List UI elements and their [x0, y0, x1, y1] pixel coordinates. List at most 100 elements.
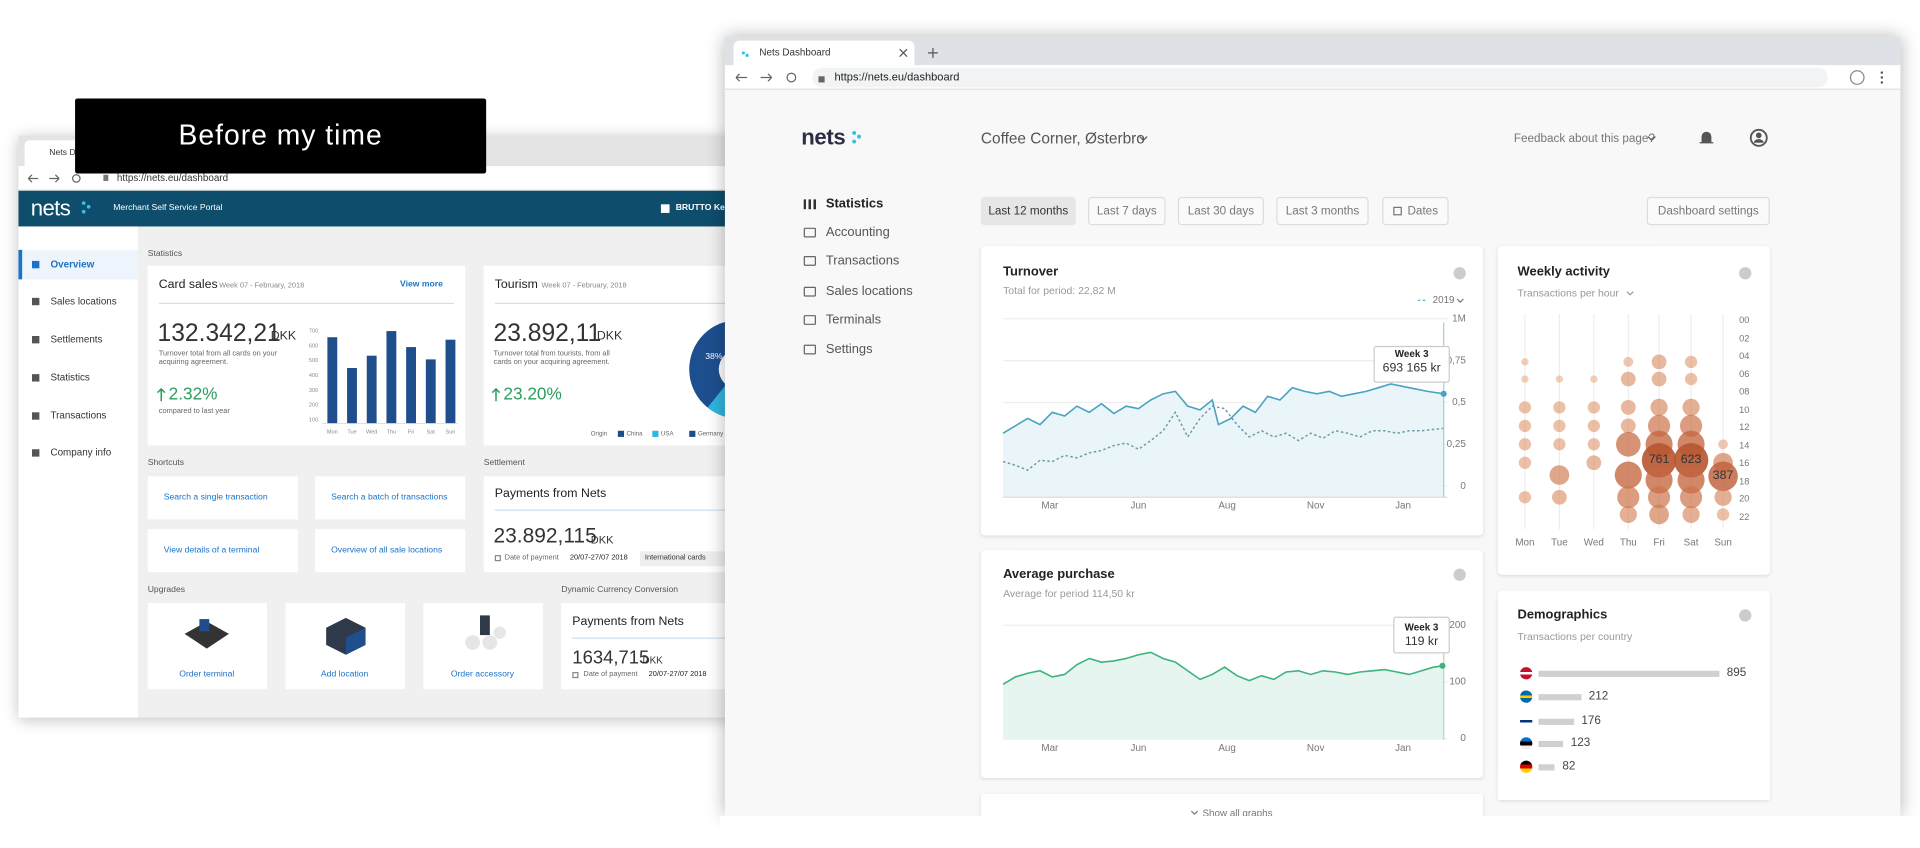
country-flag: [1520, 715, 1533, 728]
filter-button[interactable]: [1276, 196, 1369, 226]
browser-tab: [733, 40, 915, 66]
shortcut-button[interactable]: [315, 476, 466, 520]
upgrade-link[interactable]: Order terminal: [179, 670, 235, 680]
upgrade-link[interactable]: Add location: [320, 670, 369, 680]
description: Turnover total from tourists, from all c…: [493, 350, 610, 367]
merchant-name[interactable]: Coffee Corner, Østerbro: [980, 129, 1145, 148]
view-more-link[interactable]: View more: [400, 280, 443, 289]
y-tick-label: 0: [1460, 480, 1466, 492]
nav-icon: [803, 286, 817, 297]
card-subtitle: Average for period 114,50 kr: [1003, 586, 1135, 600]
nav-icon: [803, 199, 817, 210]
date-label: Date of payment: [583, 671, 638, 679]
tag: [640, 551, 733, 567]
help-icon[interactable]: [1739, 609, 1752, 622]
hour-label: 22: [1739, 510, 1750, 522]
bar: [1538, 740, 1564, 747]
filter-button[interactable]: [1177, 196, 1265, 226]
filter-label[interactable]: Last 3 months: [1285, 204, 1360, 219]
bar: [1538, 670, 1720, 677]
filter-button[interactable]: [1088, 196, 1166, 226]
bar: [1538, 763, 1556, 770]
filter-label[interactable]: Last 12 months: [988, 204, 1069, 219]
filter-label[interactable]: Last 30 days: [1187, 204, 1255, 219]
nav-icon: [32, 412, 40, 420]
feedback-link[interactable]: Feedback about this page?: [1513, 132, 1655, 146]
nav-item[interactable]: Settings: [825, 341, 873, 357]
card-period: Week 07 - February, 2018: [541, 282, 627, 290]
country-flag: [1520, 760, 1533, 773]
hour-label: 18: [1739, 475, 1750, 487]
shortcut-button[interactable]: [147, 476, 298, 520]
filter-button[interactable]: [980, 196, 1076, 226]
x-tick-label: Fri: [407, 428, 415, 435]
x-tick-label: Jun: [1130, 742, 1147, 754]
filter-button[interactable]: [1382, 196, 1449, 226]
shortcut-link[interactable]: View details of a terminal: [163, 546, 260, 555]
y-tick-label: 200: [308, 401, 319, 408]
x-tick-label: Jan: [1395, 499, 1412, 512]
calendar-icon: [572, 672, 579, 679]
filter-label[interactable]: Last 7 days: [1096, 204, 1157, 219]
shortcut-link[interactable]: Overview of all sale locations: [331, 546, 443, 555]
x-tick-label: Nov: [1306, 742, 1325, 754]
nav-item[interactable]: Settlements: [50, 333, 103, 345]
shortcut-link[interactable]: Search a batch of transactions: [331, 493, 448, 502]
day-label: Sun: [1714, 536, 1732, 548]
nav-item[interactable]: Terminals: [825, 312, 882, 328]
amount: 23.892,115: [493, 524, 597, 548]
y-tick-label: 0,25: [1446, 438, 1466, 450]
nav-active-bg: [22, 249, 138, 280]
y-tick-label: 0: [1460, 732, 1466, 744]
filter-label[interactable]: Dates: [1407, 204, 1439, 219]
nav-item[interactable]: Accounting: [825, 224, 890, 240]
hour-label: 20: [1739, 492, 1750, 505]
nav-item[interactable]: Company info: [50, 447, 112, 459]
date: 20/07-27/07 2018: [648, 671, 707, 679]
shortcut-link[interactable]: Search a single transaction: [163, 493, 268, 502]
nav-item[interactable]: Sales locations: [50, 295, 117, 307]
pie-label: 38%: [705, 352, 723, 362]
y-tick-label: 0,5: [1452, 396, 1466, 408]
hour-label: 14: [1739, 439, 1750, 451]
hour-label: 16: [1739, 457, 1750, 469]
nav-item[interactable]: Statistics: [50, 371, 90, 384]
x-tick-label: Mar: [1041, 499, 1059, 512]
card-period: Week 07 - February, 2018: [219, 282, 305, 290]
day-label: Thu: [1619, 536, 1637, 548]
settings-button[interactable]: [1646, 196, 1770, 226]
show-all-link[interactable]: Show all graphs: [1202, 807, 1273, 819]
shortcut-button[interactable]: [147, 529, 298, 573]
currency: DKK: [596, 329, 623, 344]
hour-label: 00: [1739, 314, 1750, 326]
shortcut-button[interactable]: [315, 529, 466, 573]
nav-icon: [803, 315, 817, 325]
value-label: 176: [1581, 714, 1601, 728]
hour-label: 04: [1739, 350, 1750, 362]
divider: [158, 302, 455, 305]
legend-swatch: [652, 430, 659, 437]
help-icon[interactable]: [1453, 568, 1466, 581]
upgrade-link[interactable]: Order accessory: [450, 670, 515, 680]
logo: nets: [30, 195, 71, 221]
nav-item[interactable]: Sales locations: [825, 283, 913, 299]
compare-note: compared to last year: [158, 407, 230, 416]
card-title: Demographics: [1517, 607, 1608, 623]
nav-item[interactable]: Statistics: [825, 196, 884, 212]
nav-icon: [32, 297, 40, 306]
nav-item[interactable]: Transactions: [50, 410, 107, 422]
section-label: Statistics: [147, 249, 183, 259]
x-tick-label: Thu: [386, 428, 397, 435]
nav-item[interactable]: Overview: [50, 258, 95, 270]
help-icon[interactable]: [1739, 267, 1752, 280]
day-label: Tue: [1551, 536, 1568, 548]
settings-label[interactable]: Dashboard settings: [1657, 204, 1759, 219]
sidebar: [18, 226, 138, 718]
fade: [1497, 772, 1770, 801]
y-tick-label: 0,75: [1446, 354, 1466, 366]
help-icon[interactable]: [1453, 267, 1466, 280]
card-title: Tourism: [494, 278, 538, 292]
divider: [494, 302, 741, 305]
nav-item[interactable]: Transactions: [825, 253, 900, 268]
